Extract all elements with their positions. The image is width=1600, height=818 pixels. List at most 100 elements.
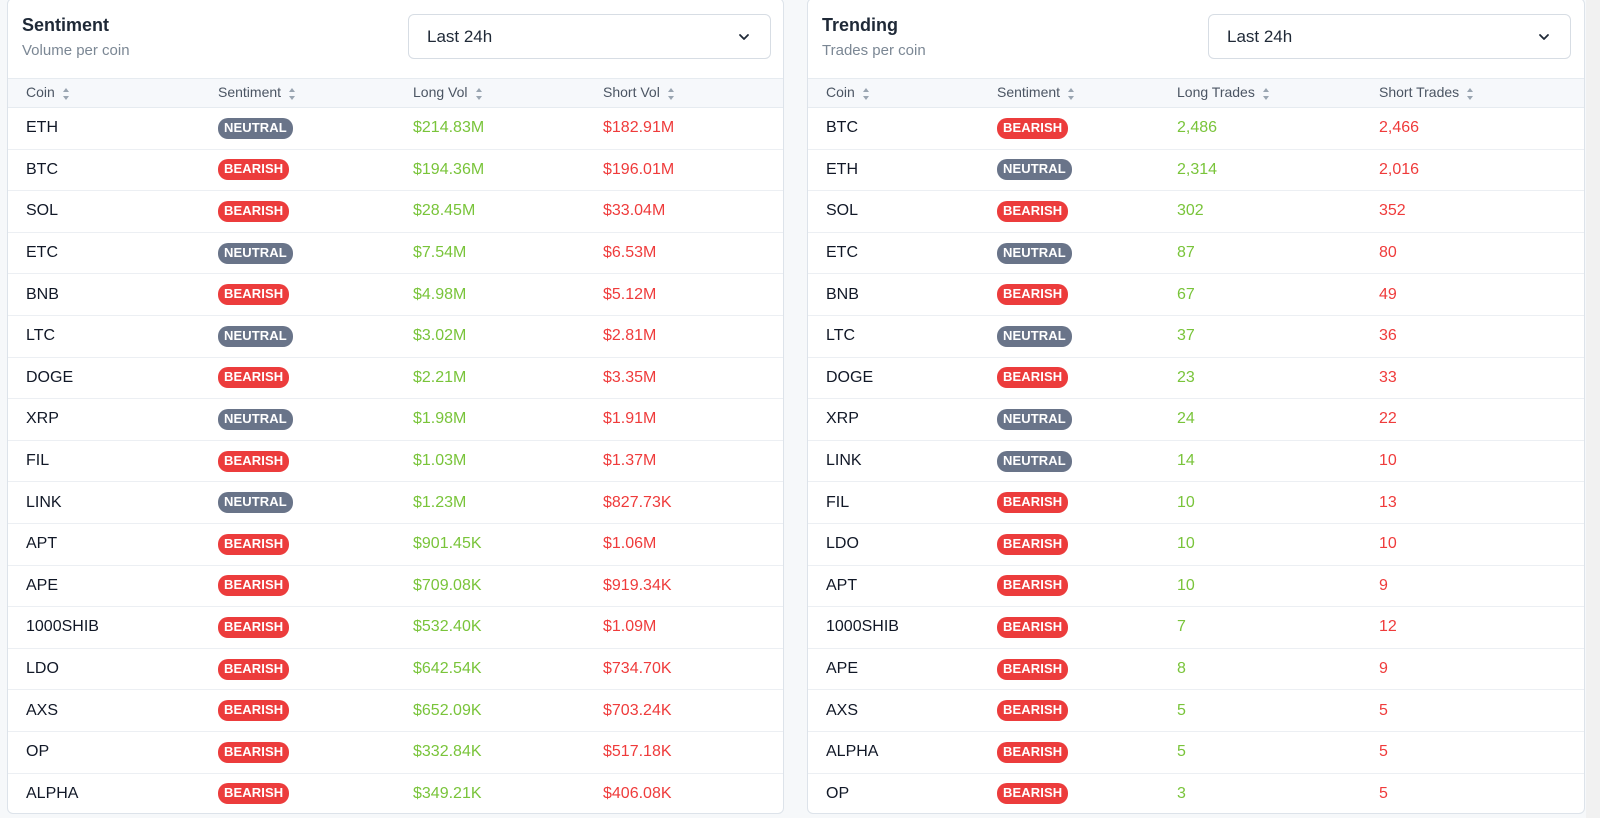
- sentiment-cell: BEARISH: [200, 191, 395, 233]
- table-row[interactable]: DOGE BEARISH $2.21M $3.35M: [8, 357, 783, 399]
- coin-cell: BTC: [826, 119, 858, 137]
- table-row[interactable]: BNB BEARISH 67 49: [808, 274, 1584, 316]
- sentiment-panel-header: Sentiment Volume per coin Last 24h: [8, 0, 783, 78]
- sentiment-badge: BEARISH: [997, 741, 1069, 763]
- column-header-sentiment[interactable]: Sentiment: [979, 79, 1159, 108]
- table-row[interactable]: LTC NEUTRAL $3.02M $2.81M: [8, 315, 783, 358]
- table-row[interactable]: LDO BEARISH 10 10: [808, 523, 1584, 566]
- coin-cell: APT: [826, 576, 858, 594]
- short-value-cell: 9: [1379, 660, 1388, 678]
- sentiment-badge: NEUTRAL: [218, 242, 293, 264]
- column-header-label: Long Trades: [1177, 84, 1255, 101]
- long-value-cell: 10: [1177, 576, 1195, 594]
- table-row[interactable]: XRP NEUTRAL $1.98M $1.91M: [8, 399, 783, 441]
- coin-cell: SOL: [26, 202, 59, 220]
- table-row[interactable]: APT BEARISH 10 9: [808, 565, 1584, 607]
- sentiment-badge: BEARISH: [218, 284, 290, 306]
- sentiment-badge: BEARISH: [218, 533, 290, 555]
- sentiment-badge: BEARISH: [218, 783, 290, 805]
- table-row[interactable]: BTC BEARISH 2,486 2,466: [808, 108, 1584, 150]
- table-row[interactable]: 1000SHIB BEARISH $532.40K $1.09M: [8, 607, 783, 649]
- sentiment-cell: BEARISH: [979, 523, 1159, 565]
- table-row[interactable]: SOL BEARISH $28.45M $33.04M: [8, 191, 783, 233]
- short-value-cell: $5.12M: [603, 285, 657, 303]
- sentiment-timeframe-value: Last 24h: [427, 27, 493, 46]
- table-row[interactable]: BNB BEARISH $4.98M $5.12M: [8, 274, 783, 316]
- table-row[interactable]: DOGE BEARISH 23 33: [808, 357, 1584, 399]
- table-row[interactable]: LTC NEUTRAL 37 36: [808, 315, 1584, 358]
- table-row[interactable]: FIL BEARISH $1.03M $1.37M: [8, 440, 783, 482]
- sentiment-badge: BEARISH: [997, 616, 1069, 638]
- column-header-long-trades[interactable]: Long Trades: [1159, 79, 1361, 108]
- table-row[interactable]: ETC NEUTRAL 87 80: [808, 232, 1584, 274]
- coin-cell: ETH: [826, 160, 858, 178]
- long-value-cell: $642.54K: [413, 660, 482, 678]
- table-row[interactable]: ETH NEUTRAL 2,314 2,016: [808, 149, 1584, 191]
- coin-cell: 1000SHIB: [26, 618, 99, 636]
- long-value-cell: 7: [1177, 618, 1186, 636]
- coin-cell: LDO: [26, 660, 59, 678]
- column-header-sentiment[interactable]: Sentiment: [200, 79, 395, 108]
- sentiment-badge: BEARISH: [997, 700, 1069, 722]
- column-header-coin[interactable]: Coin: [808, 79, 979, 108]
- table-row[interactable]: LINK NEUTRAL 14 10: [808, 440, 1584, 482]
- sentiment-cell: NEUTRAL: [200, 315, 395, 357]
- short-value-cell: 80: [1379, 244, 1397, 262]
- table-row[interactable]: APE BEARISH 8 9: [808, 648, 1584, 690]
- column-header-short-trades[interactable]: Short Trades: [1361, 79, 1584, 108]
- sentiment-badge: BEARISH: [997, 492, 1069, 514]
- table-row[interactable]: OP BEARISH $332.84K $517.18K: [8, 731, 783, 773]
- long-value-cell: $3.02M: [413, 327, 467, 345]
- long-value-cell: 10: [1177, 535, 1195, 553]
- coin-cell: ALPHA: [826, 743, 879, 761]
- short-value-cell: $3.35M: [603, 368, 657, 386]
- chevron-down-icon: [739, 34, 749, 40]
- table-row[interactable]: AXS BEARISH $652.09K $703.24K: [8, 690, 783, 732]
- table-row[interactable]: XRP NEUTRAL 24 22: [808, 399, 1584, 441]
- sentiment-cell: BEARISH: [200, 149, 395, 191]
- coin-cell: LINK: [826, 452, 862, 470]
- long-value-cell: $1.03M: [413, 452, 467, 470]
- table-row[interactable]: SOL BEARISH 302 352: [808, 191, 1584, 233]
- column-header-label: Sentiment: [218, 84, 282, 101]
- trending-timeframe-select[interactable]: Last 24h: [1208, 14, 1571, 59]
- trending-table: Coin Sentiment Long Trades Short Trades …: [808, 78, 1584, 813]
- short-value-cell: 352: [1379, 202, 1406, 220]
- sentiment-cell: NEUTRAL: [200, 232, 395, 274]
- short-value-cell: $703.24K: [603, 701, 672, 719]
- sentiment-badge: NEUTRAL: [218, 492, 293, 514]
- sentiment-timeframe-select[interactable]: Last 24h: [408, 14, 771, 59]
- column-header-coin[interactable]: Coin: [8, 79, 200, 108]
- table-row[interactable]: BTC BEARISH $194.36M $196.01M: [8, 149, 783, 191]
- table-row[interactable]: APE BEARISH $709.08K $919.34K: [8, 565, 783, 607]
- sentiment-badge: BEARISH: [997, 533, 1069, 555]
- table-row[interactable]: FIL BEARISH 10 13: [808, 482, 1584, 524]
- table-row[interactable]: OP BEARISH 3 5: [808, 773, 1584, 813]
- short-value-cell: $1.09M: [603, 618, 657, 636]
- sentiment-badge: NEUTRAL: [997, 408, 1072, 430]
- table-row[interactable]: AXS BEARISH 5 5: [808, 690, 1584, 732]
- short-value-cell: $919.34K: [603, 576, 672, 594]
- long-value-cell: 8: [1177, 660, 1186, 678]
- long-value-cell: $1.23M: [413, 493, 467, 511]
- sentiment-cell: NEUTRAL: [200, 108, 395, 150]
- page-scrollbar[interactable]: [1586, 0, 1600, 818]
- table-row[interactable]: ALPHA BEARISH 5 5: [808, 731, 1584, 773]
- long-value-cell: 37: [1177, 327, 1195, 345]
- column-header-label: Short Trades: [1379, 84, 1460, 101]
- table-row[interactable]: APT BEARISH $901.45K $1.06M: [8, 523, 783, 566]
- table-row[interactable]: LDO BEARISH $642.54K $734.70K: [8, 648, 783, 690]
- sentiment-badge: BEARISH: [218, 450, 290, 472]
- short-value-cell: $196.01M: [603, 160, 675, 178]
- table-row[interactable]: ETH NEUTRAL $214.83M $182.91M: [8, 108, 783, 150]
- column-header-label: Sentiment: [997, 84, 1061, 101]
- table-row[interactable]: LINK NEUTRAL $1.23M $827.73K: [8, 482, 783, 524]
- long-value-cell: $349.21K: [413, 784, 482, 802]
- coin-cell: APE: [26, 576, 59, 594]
- coin-cell: FIL: [826, 493, 850, 511]
- table-row[interactable]: 1000SHIB BEARISH 7 12: [808, 607, 1584, 649]
- table-row[interactable]: ALPHA BEARISH $349.21K $406.08K: [8, 773, 783, 813]
- column-header-short-vol[interactable]: Short Vol: [585, 79, 783, 108]
- column-header-long-vol[interactable]: Long Vol: [395, 79, 585, 108]
- table-row[interactable]: ETC NEUTRAL $7.54M $6.53M: [8, 232, 783, 274]
